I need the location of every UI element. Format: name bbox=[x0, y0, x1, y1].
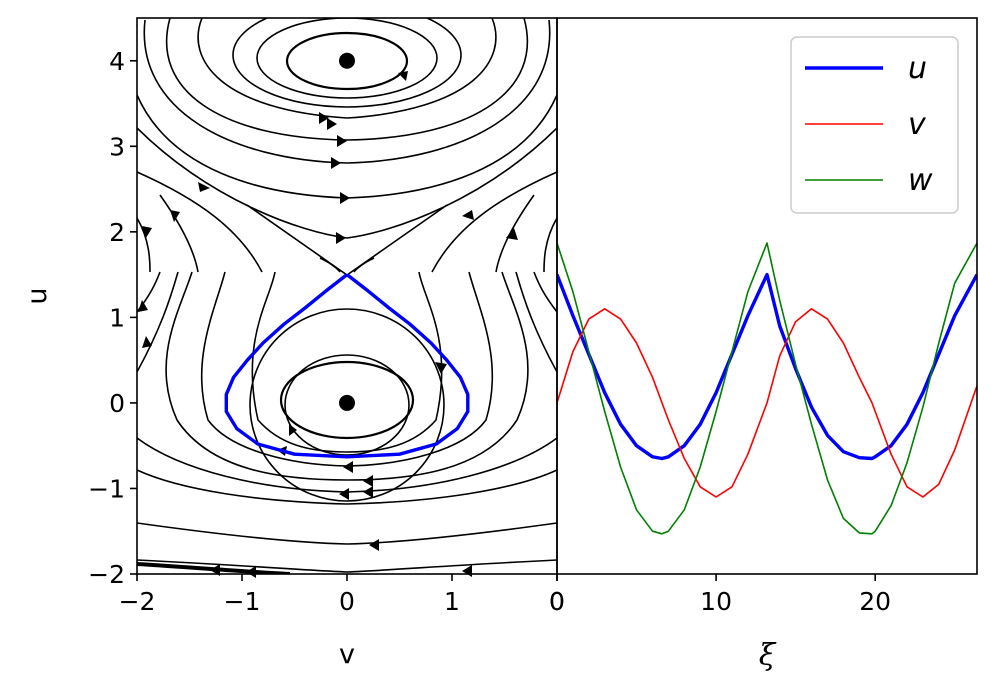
streamline bbox=[284, 354, 410, 456]
streamline bbox=[165, 18, 529, 141]
flow-arrow bbox=[170, 210, 180, 222]
x-tick-label: 20 bbox=[859, 587, 891, 616]
legend-label-w: w bbox=[908, 163, 933, 198]
legend-label-v: v bbox=[908, 107, 927, 142]
streamline bbox=[137, 469, 557, 505]
time-axes-frame bbox=[556, 17, 978, 575]
series-lines bbox=[557, 242, 977, 535]
streamline bbox=[137, 559, 557, 573]
flow-arrow bbox=[319, 112, 329, 124]
streamline bbox=[431, 171, 557, 273]
streamline bbox=[159, 194, 199, 273]
legend-box bbox=[790, 36, 959, 214]
streamline bbox=[137, 127, 557, 239]
streamline bbox=[515, 271, 557, 373]
flow-arrow bbox=[246, 566, 256, 578]
flow-arrow bbox=[210, 564, 220, 576]
x-axis-label-right: ξ bbox=[759, 638, 777, 673]
streamline bbox=[137, 94, 557, 199]
fixed-point bbox=[339, 52, 355, 69]
flow-arrow bbox=[337, 135, 347, 147]
streamline bbox=[249, 308, 445, 502]
streamline bbox=[256, 18, 438, 99]
streamline bbox=[232, 18, 462, 108]
y-tick-label: −1 bbox=[88, 474, 125, 503]
flow-arrow bbox=[198, 182, 210, 192]
streamline bbox=[143, 19, 551, 164]
x-tick-label: 1 bbox=[444, 587, 460, 616]
time-series-panel: 0 10 20 uvw bbox=[549, 17, 978, 616]
phase-ticks: −2 −1 0 1 2 3 4 −2 −1 0 1 0 bbox=[88, 47, 565, 616]
streamline bbox=[319, 257, 375, 273]
flow-arrow bbox=[435, 362, 447, 374]
x-tick-label: 0 bbox=[339, 587, 355, 616]
series-line-v bbox=[557, 308, 977, 498]
streamline bbox=[165, 271, 529, 481]
legend: uvw bbox=[790, 36, 959, 214]
streamline bbox=[197, 18, 497, 119]
flow-arrow bbox=[289, 424, 297, 436]
streamline bbox=[137, 217, 151, 273]
flow-arrow bbox=[138, 300, 148, 312]
streamline bbox=[495, 194, 535, 273]
y-tick-label: 1 bbox=[109, 303, 125, 332]
legend-label-u: u bbox=[908, 51, 927, 86]
streamline bbox=[251, 271, 443, 453]
flow-arrow bbox=[142, 226, 152, 238]
flow-arrow bbox=[398, 71, 408, 81]
streamline bbox=[137, 171, 263, 273]
flow-arrow bbox=[363, 475, 373, 487]
flow-arrow bbox=[363, 486, 373, 498]
flow-arrow bbox=[327, 118, 337, 130]
streamline bbox=[246, 204, 448, 276]
y-axis-label: u bbox=[22, 287, 53, 304]
fixed-point bbox=[339, 394, 355, 411]
streamline bbox=[285, 31, 409, 91]
x-axis-label-left: v bbox=[339, 639, 355, 670]
streamline bbox=[279, 360, 415, 440]
time-ticks: 0 10 20 bbox=[549, 574, 891, 616]
streamline bbox=[533, 271, 557, 313]
phase-marks bbox=[224, 52, 470, 459]
flow-arrow bbox=[331, 157, 341, 169]
x-tick-label: 10 bbox=[700, 587, 732, 616]
flow-arrow bbox=[340, 192, 350, 204]
streamline bbox=[137, 271, 179, 373]
flow-arrow bbox=[336, 232, 346, 244]
flow-arrow bbox=[506, 228, 518, 240]
series-line-w bbox=[557, 242, 977, 535]
flow-arrow bbox=[142, 336, 152, 348]
x-tick-label: −1 bbox=[224, 587, 261, 616]
phase-portrait-panel: −2 −1 0 1 2 3 4 −2 −1 0 1 0 bbox=[88, 17, 565, 616]
streamline bbox=[200, 271, 494, 467]
x-tick-label: 0 bbox=[549, 587, 565, 616]
series-line-u bbox=[557, 272, 977, 461]
streamlines bbox=[137, 18, 557, 574]
x-tick-label: −2 bbox=[119, 587, 156, 616]
flow-arrow bbox=[369, 539, 379, 551]
flow-arrow bbox=[339, 488, 349, 500]
y-tick-label: 0 bbox=[109, 389, 125, 418]
y-tick-label: 2 bbox=[109, 218, 125, 247]
flow-arrow bbox=[462, 565, 472, 577]
y-tick-label: −2 bbox=[88, 560, 125, 589]
flow-arrows bbox=[138, 71, 518, 578]
y-tick-label: 3 bbox=[109, 132, 125, 161]
y-tick-label: 4 bbox=[109, 47, 125, 76]
streamline bbox=[137, 522, 557, 545]
streamline bbox=[543, 217, 557, 273]
flow-arrow bbox=[343, 461, 353, 473]
x-tick-label: 0 bbox=[549, 587, 565, 616]
flow-arrow bbox=[462, 210, 474, 220]
highlighted-orbit bbox=[224, 273, 470, 459]
